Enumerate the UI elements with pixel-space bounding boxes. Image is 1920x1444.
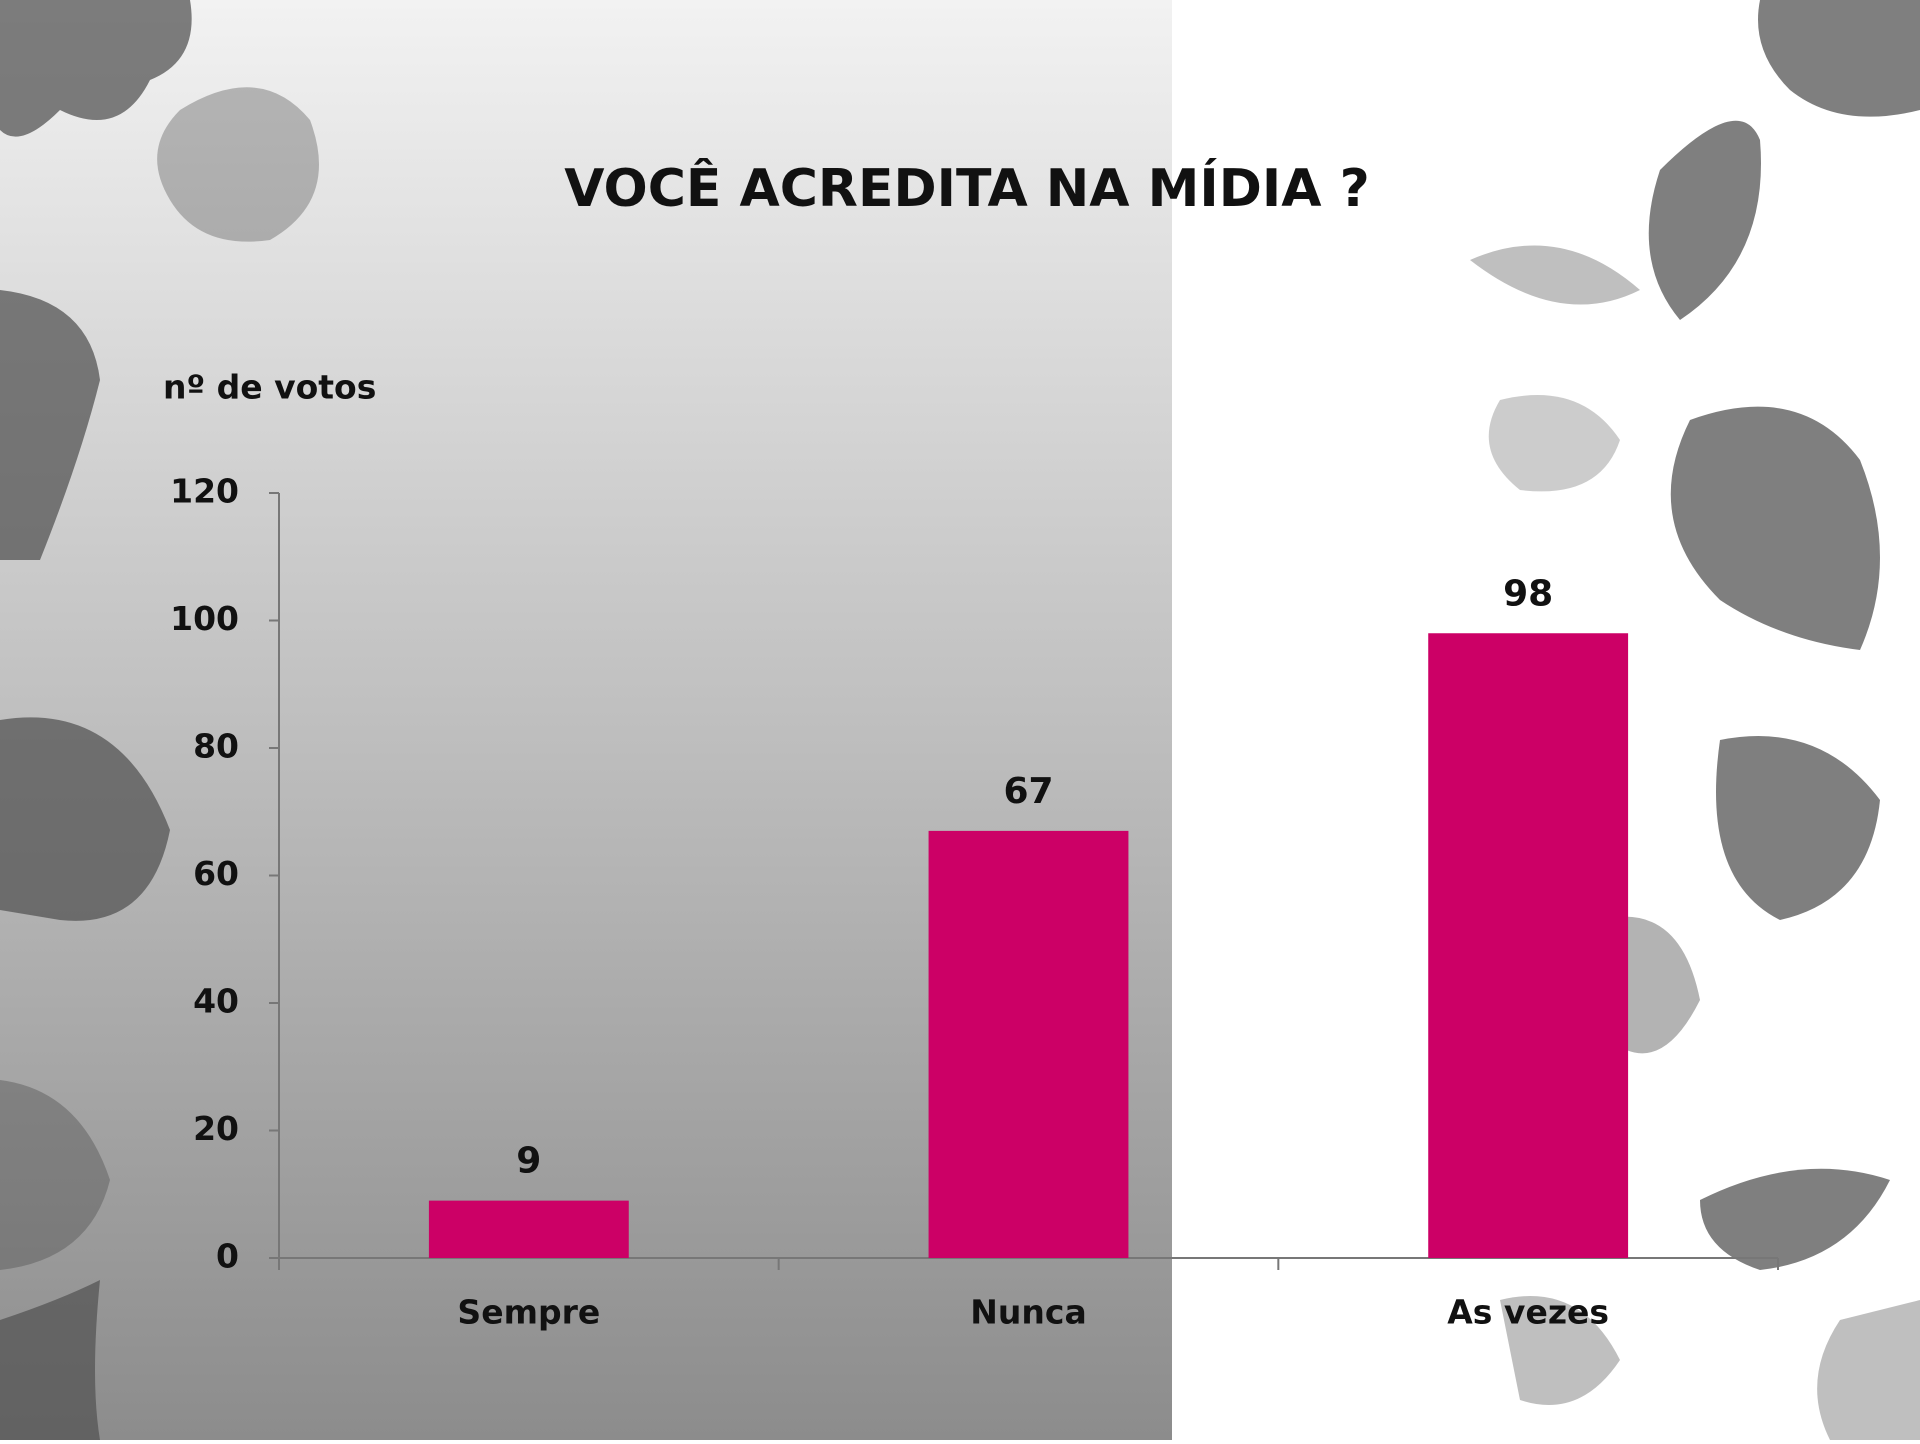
bar [428,1200,629,1258]
y-tick-label: 0 [216,1237,239,1276]
y-tick-label: 40 [193,982,239,1021]
value-label: 67 [1003,771,1053,812]
value-label: 98 [1503,573,1553,614]
x-tick-label: Sempre [457,1293,600,1332]
plot-area: 0 20 40 60 80 100 120 Sempre 9 Nunca 67 As vezes 98 [170,472,1779,1332]
x-tick-label: Nunca [970,1293,1086,1332]
x-tick-label: As vezes [1447,1293,1609,1332]
y-tick-label: 100 [170,599,239,638]
bar [1428,633,1629,1258]
y-tick-label: 60 [193,854,239,893]
y-tick-label: 80 [193,727,239,766]
value-label: 9 [516,1141,541,1182]
y-tick-label: 120 [170,472,239,511]
y-tick-label: 20 [193,1109,239,1148]
chart-title: VOCÊ ACREDITA NA MÍDIA ? [564,158,1370,219]
y-axis-label: nº de votos [163,368,376,407]
bar [928,830,1129,1258]
